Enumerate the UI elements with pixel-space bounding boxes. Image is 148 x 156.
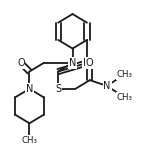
Text: CH₃: CH₃	[116, 70, 132, 79]
Text: O: O	[17, 58, 25, 68]
Text: CH₃: CH₃	[116, 93, 132, 102]
Text: N: N	[69, 58, 76, 68]
Text: O: O	[86, 58, 94, 68]
Text: N: N	[103, 81, 111, 91]
Text: CH₃: CH₃	[21, 136, 37, 145]
Text: S: S	[55, 84, 61, 94]
Text: N: N	[26, 84, 33, 94]
Text: N: N	[83, 58, 91, 68]
